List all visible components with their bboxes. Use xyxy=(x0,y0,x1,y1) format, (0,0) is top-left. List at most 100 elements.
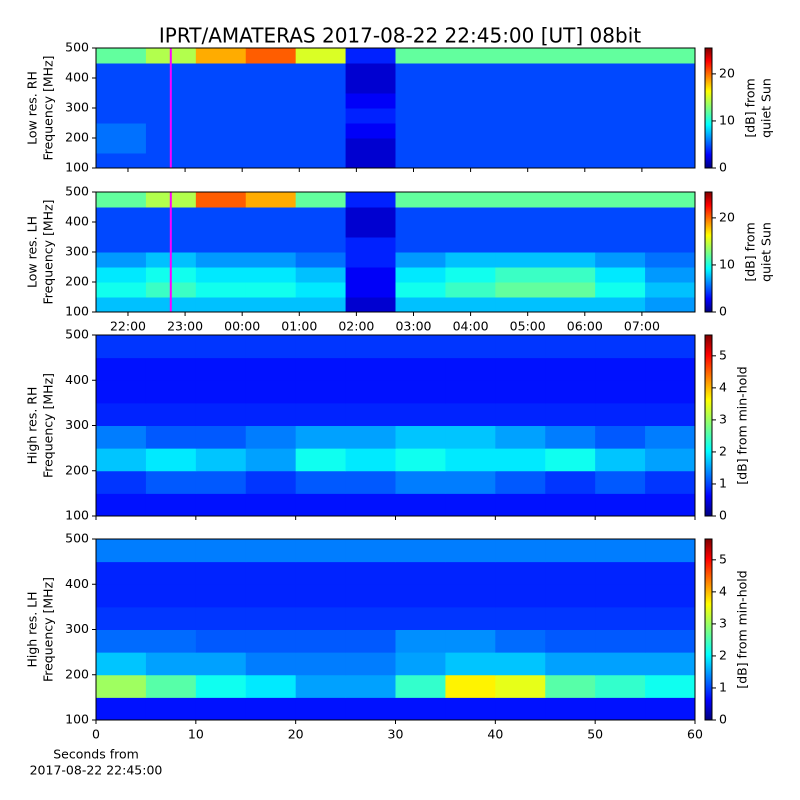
heatmap-cell xyxy=(645,629,696,653)
heatmap-cell xyxy=(245,425,297,449)
heatmap-cell xyxy=(645,425,696,449)
y-axis-label: Low res. RH xyxy=(25,71,40,145)
heatmap-cell xyxy=(96,357,147,381)
heatmap-cell xyxy=(495,237,546,253)
y-tick-label: 200 xyxy=(65,666,89,681)
heatmap-cell xyxy=(245,380,297,404)
x-tick-label: 30 xyxy=(388,727,404,742)
y-axis-label: High res. LH xyxy=(25,591,40,667)
x-axis-label: 2017-08-22 22:45:00 xyxy=(30,763,163,778)
heatmap-cell xyxy=(645,252,696,268)
heatmap-cell xyxy=(495,267,546,283)
heatmap-cell xyxy=(645,108,696,124)
heatmap-cell xyxy=(495,493,546,517)
heatmap-cell xyxy=(295,78,347,94)
heatmap-cell xyxy=(595,561,646,585)
heatmap-cell xyxy=(495,561,546,585)
colorbar-label: quiet Sun xyxy=(759,78,774,138)
heatmap-cell xyxy=(595,448,646,472)
heatmap-cell xyxy=(495,123,546,139)
heatmap-cell xyxy=(645,357,696,381)
y-tick-label: 500 xyxy=(65,184,89,199)
figure-title: IPRT/AMATERAS 2017-08-22 22:45:00 [UT] 0… xyxy=(159,24,641,48)
heatmap-cell xyxy=(645,674,696,698)
y-tick-label: 500 xyxy=(65,40,89,55)
colorbar-tick-label: 0 xyxy=(719,508,727,523)
heatmap-cell xyxy=(595,652,646,676)
heatmap-cell xyxy=(245,252,297,268)
heatmap-cell xyxy=(245,267,297,283)
heatmap-cell xyxy=(545,138,596,154)
heatmap-cell xyxy=(395,448,446,472)
heatmap-cell xyxy=(445,138,496,154)
y-axis-label: Frequency [MHz] xyxy=(41,577,56,682)
y-axis-label: High res. RH xyxy=(25,387,40,465)
heatmap-cell xyxy=(645,606,696,630)
heatmap-cell xyxy=(295,297,347,313)
heatmap-cell xyxy=(495,63,546,79)
heatmap-cell xyxy=(595,380,646,404)
heatmap-cell xyxy=(645,380,696,404)
heatmap-cell xyxy=(595,584,646,608)
heatmap-cell xyxy=(96,252,147,268)
heatmap-cell xyxy=(195,448,247,472)
heatmap-cell xyxy=(545,561,596,585)
heatmap-cell xyxy=(595,674,646,698)
heatmap-cell xyxy=(495,93,546,109)
heatmap-cell xyxy=(645,697,696,721)
heatmap-cell xyxy=(495,470,546,494)
heatmap-cell xyxy=(345,252,396,268)
heatmap-cell xyxy=(545,282,596,298)
heatmap-cell xyxy=(495,629,546,653)
heatmap-cell xyxy=(495,357,546,381)
colorbar-tick-label: 20 xyxy=(719,65,735,80)
heatmap-cell xyxy=(545,78,596,94)
y-tick-label: 300 xyxy=(65,417,89,432)
heatmap-cell xyxy=(445,448,496,472)
heatmap-cell xyxy=(495,402,546,426)
heatmap-cell xyxy=(645,192,696,208)
heatmap-cell xyxy=(545,448,596,472)
heatmap-cell xyxy=(295,652,347,676)
heatmap-cell xyxy=(445,63,496,79)
heatmap-cell xyxy=(545,357,596,381)
heatmap-cell xyxy=(595,138,646,154)
heatmap-cell xyxy=(245,629,297,653)
heatmap-cell xyxy=(595,78,646,94)
heatmap-cell xyxy=(645,267,696,283)
heatmap-cell xyxy=(245,93,297,109)
heatmap-cell xyxy=(595,606,646,630)
heatmap-cell xyxy=(395,470,446,494)
y-tick-label: 400 xyxy=(65,70,89,85)
colorbar-tick-label: 5 xyxy=(719,551,727,566)
heatmap-cell xyxy=(345,539,396,563)
heatmap-cell xyxy=(295,108,347,124)
heatmap-cell xyxy=(495,584,546,608)
heatmap-cell xyxy=(245,561,297,585)
heatmap-cell xyxy=(545,267,596,283)
heatmap-cell xyxy=(595,267,646,283)
heatmap-cell xyxy=(245,697,297,721)
heatmap-cell xyxy=(345,629,396,653)
heatmap-cell xyxy=(545,493,596,517)
heatmap-cell xyxy=(445,539,496,563)
colorbar-label: [dB] from xyxy=(743,78,758,137)
heatmap-cell xyxy=(245,448,297,472)
heatmap-cell xyxy=(245,63,297,79)
heatmap-cell xyxy=(445,123,496,139)
heatmap-cell xyxy=(195,207,247,223)
heatmap-cell xyxy=(345,207,396,223)
heatmap-cell xyxy=(345,93,396,109)
heatmap-cell xyxy=(445,674,496,698)
heatmap-cell xyxy=(295,584,347,608)
heatmap-cell xyxy=(245,357,297,381)
heatmap-cell xyxy=(195,153,247,169)
heatmap-cell xyxy=(345,267,396,283)
heatmap-cell xyxy=(445,48,496,64)
heatmap-cell xyxy=(345,470,396,494)
heatmap-cell xyxy=(395,48,446,64)
heatmap-cell xyxy=(195,493,247,517)
y-tick-label: 500 xyxy=(65,531,89,546)
heatmap-cell xyxy=(96,267,147,283)
heatmap-cell xyxy=(96,93,147,109)
